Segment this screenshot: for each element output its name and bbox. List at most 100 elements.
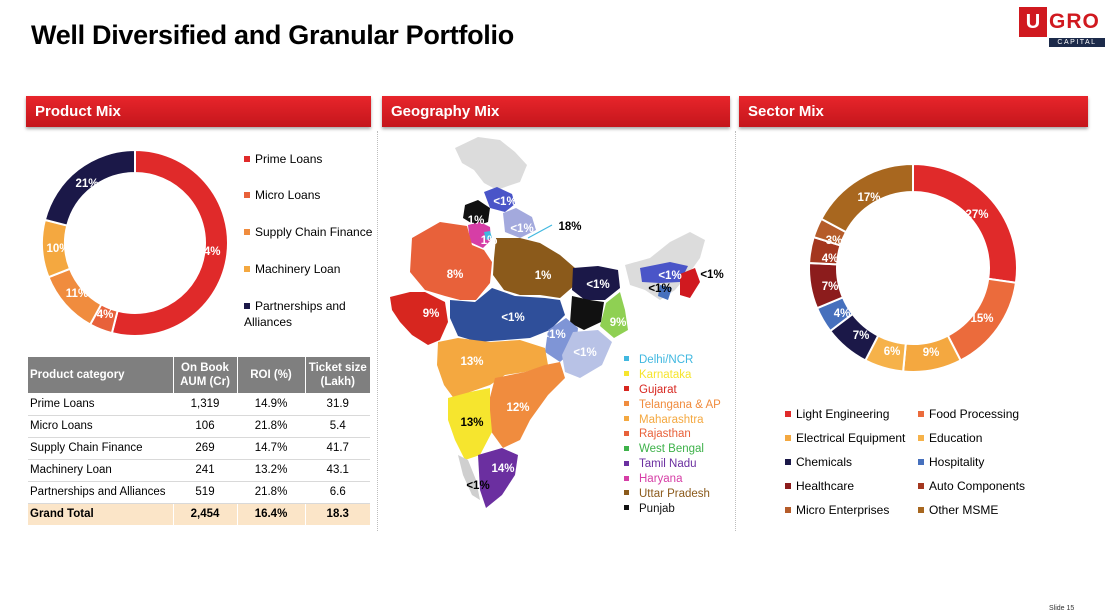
table-cell: 2,454 xyxy=(172,503,237,525)
map-percent-label: <1% xyxy=(501,312,524,324)
map-percent-label: <1% xyxy=(542,329,565,341)
geo-legend-item: Karnataka xyxy=(624,368,721,383)
geo-legend-item: Haryana xyxy=(624,472,721,487)
product-mix-donut-chart: 54% 4% 11% 10% 21% xyxy=(41,148,229,337)
legend-item-prime-loans: Prime Loans xyxy=(244,152,322,166)
table-cell: 16.4% xyxy=(236,503,305,525)
column-header: ROI (%) xyxy=(236,357,305,393)
map-region-maharashtra xyxy=(437,338,548,400)
map-region-madhya-pradesh xyxy=(450,288,565,342)
donut-slice xyxy=(819,162,914,234)
legend-swatch xyxy=(624,386,629,392)
donut-slice-label: 27% xyxy=(965,209,988,221)
map-region-gujarat xyxy=(390,292,448,345)
map-percent-label: <1% xyxy=(648,283,671,295)
map-percent-label: <1% xyxy=(658,270,681,282)
donut-slice-label: 7% xyxy=(822,281,839,293)
map-region-tripura xyxy=(658,285,672,300)
table-cell: Grand Total xyxy=(28,503,173,525)
donut-slice-label: 10% xyxy=(46,243,69,255)
legend-swatch xyxy=(624,490,629,496)
product-table: Product category On Book AUM (Cr) ROI (%… xyxy=(28,357,370,525)
legend-item-hospitality: Hospitality xyxy=(918,455,984,469)
table-cell: 41.7 xyxy=(304,437,370,460)
geo-legend-item: Punjab xyxy=(624,502,721,517)
map-percent-label: <1% xyxy=(700,269,723,281)
map-region-kerala xyxy=(458,455,480,500)
map-region-assam xyxy=(640,262,688,283)
donut-slice-label: 15% xyxy=(970,313,993,325)
column-header: On Book AUM (Cr) xyxy=(172,357,237,393)
table-cell: 106 xyxy=(172,415,237,438)
legend-item-supply-chain: Supply Chain Finance xyxy=(244,225,372,239)
donut-slice-label: 6% xyxy=(884,346,901,358)
table-cell: 13.2% xyxy=(236,459,305,482)
table-row: Supply Chain Finance 269 14.7% 41.7 xyxy=(28,437,370,460)
map-region-uttar-pradesh xyxy=(493,238,575,298)
table-cell: 269 xyxy=(172,437,237,460)
map-region-bihar xyxy=(572,266,620,300)
table-cell: Micro Loans xyxy=(28,415,173,438)
donut-slice-label: 17% xyxy=(857,192,880,204)
panel-divider xyxy=(735,131,736,531)
legend-swatch xyxy=(624,356,629,362)
map-region-telangana-ap xyxy=(488,362,565,448)
geo-legend-item: Maharashtra xyxy=(624,413,721,428)
map-percent-label: 1% xyxy=(481,235,498,247)
geo-legend-item: Gujarat xyxy=(624,383,721,398)
donut-slice-label: 9% xyxy=(923,347,940,359)
legend-label: Haryana xyxy=(639,473,683,486)
map-percent-label: 14% xyxy=(491,463,514,475)
donut-slice-label: 4% xyxy=(834,308,851,320)
legend-item-food-processing: Food Processing xyxy=(918,407,1019,421)
geo-legend-item: Tamil Nadu xyxy=(624,457,721,472)
table-cell: 18.3 xyxy=(304,503,370,525)
table-cell: Supply Chain Finance xyxy=(28,437,173,460)
table-total-row: Grand Total 2,454 16.4% 18.3 xyxy=(28,503,370,525)
table-cell: Prime Loans xyxy=(28,393,173,416)
map-percent-label: <1% xyxy=(510,223,533,235)
legend-swatch xyxy=(624,445,629,451)
legend-swatch xyxy=(624,371,629,377)
map-region-north xyxy=(455,137,527,190)
map-region-meghalaya xyxy=(680,268,700,298)
geo-legend-item: West Bengal xyxy=(624,442,721,457)
table-cell: 1,319 xyxy=(172,393,237,416)
column-header: Product category xyxy=(28,357,173,393)
table-cell: 21.8% xyxy=(236,481,305,504)
map-percent-label: <1% xyxy=(493,196,516,208)
map-region-punjab xyxy=(463,200,490,226)
legend-label: Maharashtra xyxy=(639,413,704,426)
donut-slice-label: 4% xyxy=(822,253,839,265)
donut-slice-label: 4% xyxy=(97,309,114,321)
panel-divider xyxy=(377,131,378,531)
donut-slice xyxy=(110,148,229,337)
legend-swatch xyxy=(624,416,629,422)
map-region-jharkhand xyxy=(570,296,604,330)
geo-legend-item: Rajasthan xyxy=(624,427,721,442)
table-cell: 14.9% xyxy=(236,393,305,416)
geography-mix-header: Geography Mix xyxy=(382,96,730,127)
map-percent-label: <1% xyxy=(573,347,596,359)
donut-slice xyxy=(43,148,136,227)
map-region-uttarakhand xyxy=(503,208,536,238)
map-percent-label: 1% xyxy=(535,270,552,282)
table-row: Micro Loans 106 21.8% 5.4 xyxy=(28,415,370,438)
donut-slice-label: 7% xyxy=(853,330,870,342)
page-title: Well Diversified and Granular Portfolio xyxy=(31,20,514,50)
geo-legend-item: Uttar Pradesh xyxy=(624,487,721,502)
map-callout-line xyxy=(527,224,553,239)
map-percent-label: 13% xyxy=(460,356,483,368)
map-region-odisha xyxy=(562,330,612,378)
map-region-rajasthan xyxy=(410,222,492,300)
geo-legend-item: Telangana & AP xyxy=(624,398,721,413)
table-cell: 14.7% xyxy=(236,437,305,460)
table-row: Partnerships and Alliances 519 21.8% 6.6 xyxy=(28,481,370,504)
legend-label: Karnataka xyxy=(639,368,692,381)
sector-mix-header: Sector Mix xyxy=(739,96,1088,127)
legend-swatch xyxy=(624,460,629,466)
legend-label: Delhi/NCR xyxy=(639,354,694,366)
legend-swatch xyxy=(624,475,629,481)
legend-item-partnerships: Partnerships and Alliances xyxy=(244,299,346,329)
legend-label: Telangana & AP xyxy=(639,398,721,411)
